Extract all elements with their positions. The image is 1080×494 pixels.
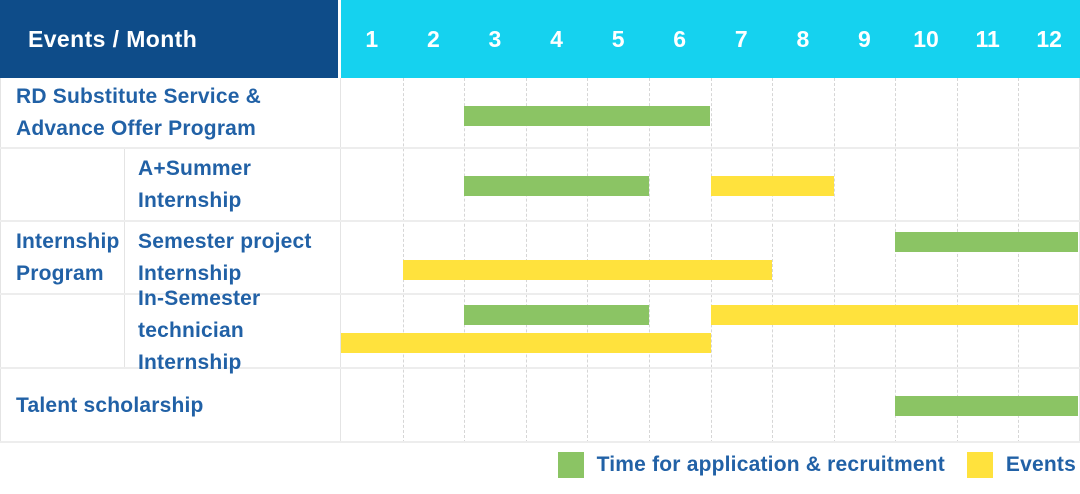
month-label-9: 9 [858, 25, 871, 52]
month-gridline [1018, 78, 1019, 443]
row-label: A+Summer Internship [124, 148, 340, 221]
row-label: Talent scholarship [0, 368, 340, 443]
month-label-3: 3 [488, 25, 502, 52]
row-label-line: Advance Offer Program [16, 117, 256, 140]
month-gridline [772, 78, 773, 443]
group-label-internship-program: Internship Program [0, 148, 124, 368]
row-separator [0, 147, 1080, 149]
group-label-line: Internship [16, 230, 120, 253]
legend-label: Events [1005, 453, 1076, 476]
row-label-line: technician Internship [138, 319, 244, 374]
month-label-11: 11 [975, 25, 1000, 52]
row-label-line: In-Semester [138, 287, 261, 310]
row-label-line: A+Summer [138, 156, 252, 180]
month-label-6: 6 [673, 25, 687, 52]
gantt-bar-yellow [710, 176, 834, 196]
row-separator [0, 441, 1080, 443]
events-month-header: Events / Month [0, 0, 338, 78]
gantt-bar-green [464, 176, 649, 196]
row-label: In-Semester technician Internship [124, 287, 340, 374]
month-gridline [834, 78, 835, 443]
gantt-bar-green [464, 305, 649, 325]
legend-item-events: Events [966, 452, 1076, 478]
row-separator [0, 220, 1080, 222]
month-label-7: 7 [734, 25, 748, 52]
gantt-bar-green [464, 106, 711, 126]
row-separator [0, 367, 1080, 369]
cell-border [0, 78, 1, 443]
row-label-line: Internship [138, 261, 242, 285]
row-label-line: RD Substitute Service & [16, 85, 261, 108]
gantt-bar-green [895, 396, 1078, 416]
row-label-line: Semester project [138, 229, 312, 253]
gantt-bar-yellow [341, 333, 711, 353]
row-label: Semester project Internship [124, 221, 340, 294]
month-label-12: 12 [1036, 25, 1062, 52]
gantt-bar-yellow [710, 305, 1078, 325]
legend-label: Time for application & recruitment [596, 453, 945, 476]
row-label-line: Internship [138, 188, 242, 212]
legend-item-application-recruitment: Time for application & recruitment [557, 452, 945, 478]
green-swatch-icon [557, 452, 584, 478]
month-label-8: 8 [796, 25, 810, 52]
month-gridline [895, 78, 896, 443]
cell-border [124, 148, 125, 368]
gantt-bar-yellow [402, 260, 773, 280]
gantt-bar-green [895, 232, 1078, 252]
month-label-2: 2 [426, 25, 440, 52]
legend: Time for application & recruitment Event… [557, 452, 1076, 478]
cell-border [340, 78, 341, 443]
month-label-5: 5 [611, 25, 625, 52]
month-label-1: 1 [365, 25, 379, 52]
month-label-10: 10 [913, 25, 939, 52]
row-separator [0, 293, 1080, 295]
group-label-line: Program [16, 262, 104, 285]
row-label-line: Talent scholarship [16, 393, 204, 417]
month-label-4: 4 [550, 25, 563, 52]
month-header-band [341, 0, 1080, 78]
yellow-swatch-icon [966, 452, 993, 478]
row-label: RD Substitute Service & Advance Offer Pro… [0, 78, 340, 148]
month-gridline [957, 78, 958, 443]
